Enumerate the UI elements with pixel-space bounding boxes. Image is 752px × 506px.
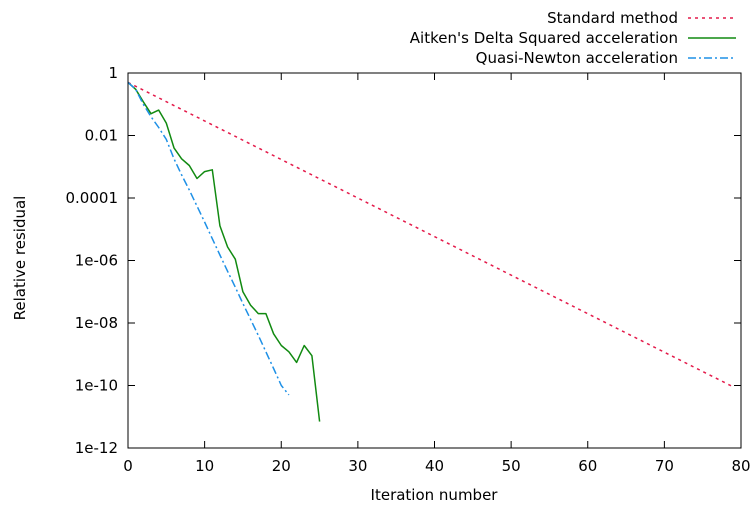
x-tick-label: 70 xyxy=(655,457,674,475)
x-tick-label: 0 xyxy=(123,457,133,475)
y-tick-label: 1e-12 xyxy=(75,439,118,457)
x-tick-label: 80 xyxy=(731,457,750,475)
series-layer xyxy=(127,81,734,422)
series-line-2 xyxy=(127,81,290,396)
y-tick-label: 1 xyxy=(108,64,118,82)
y-tick-label: 0.01 xyxy=(85,127,118,145)
x-tick-label: 50 xyxy=(502,457,521,475)
x-tick-label: 10 xyxy=(195,457,214,475)
legend-label-1: Aitken's Delta Squared acceleration xyxy=(410,29,678,47)
x-axis-label: Iteration number xyxy=(371,486,499,504)
y-tick-label: 1e-08 xyxy=(75,314,118,332)
plot-border xyxy=(127,72,742,449)
y-tick-label: 1e-06 xyxy=(75,252,118,270)
x-tick-label: 60 xyxy=(578,457,597,475)
x-tick-label: 30 xyxy=(348,457,367,475)
series-line-0 xyxy=(127,81,734,388)
series-line-1 xyxy=(127,81,321,422)
y-tick-label: 0.0001 xyxy=(66,189,119,207)
y-axis-label: Relative residual xyxy=(11,196,29,321)
y-tick-label: 1e-10 xyxy=(75,377,118,395)
legend: Standard method Aitken's Delta Squared ac… xyxy=(410,9,736,67)
x-tick-label: 40 xyxy=(425,457,444,475)
x-tick-label: 20 xyxy=(272,457,291,475)
legend-label-0: Standard method xyxy=(547,9,678,27)
legend-label-2: Quasi-Newton acceleration xyxy=(476,49,678,67)
axes-layer: 0 10 20 30 40 50 60 70 80 1e-12 1e-10 1e-08 1e-06 0.0… xyxy=(66,64,751,475)
